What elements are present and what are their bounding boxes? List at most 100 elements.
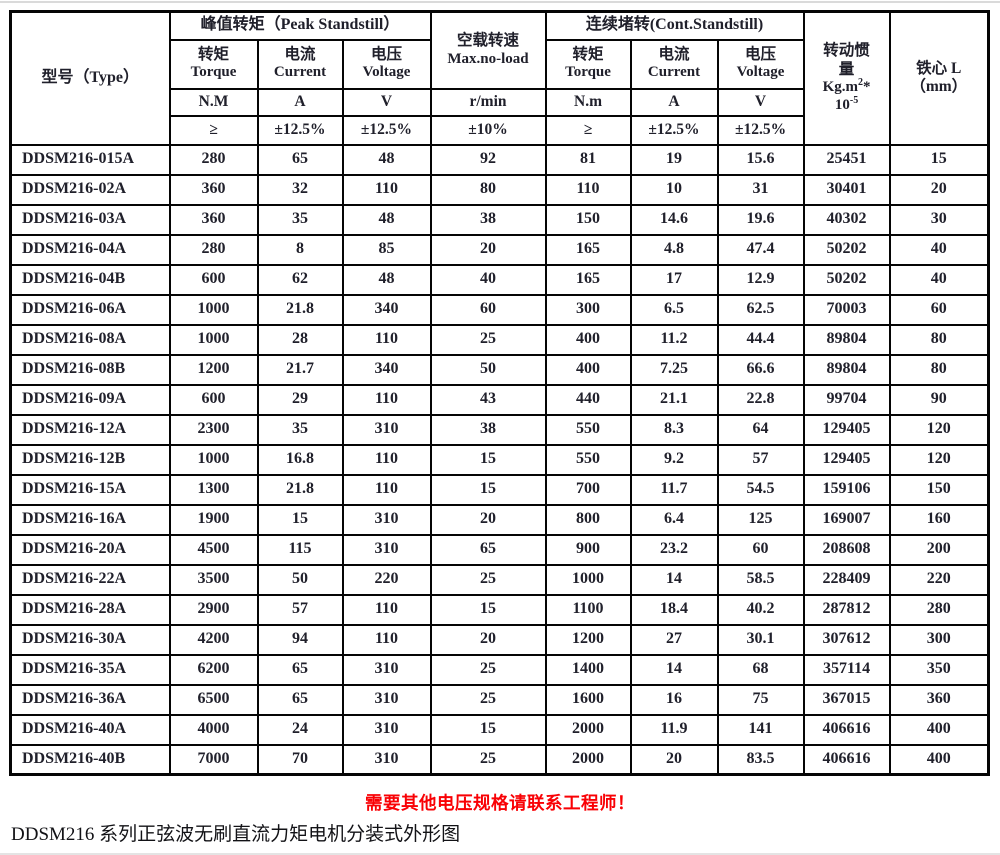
value-cell: 66.6 — [716, 353, 805, 386]
value-cell: 300 — [544, 293, 632, 326]
value-cell: 57 — [716, 443, 805, 476]
value-cell: 280 — [168, 143, 259, 176]
value-cell: 4.8 — [629, 233, 719, 266]
value-cell: 21.8 — [256, 473, 344, 506]
value-cell: 40302 — [802, 203, 891, 236]
table-row: DDSM216-06A 1000 21.8 340 60 300 6.5 62.5 70003 6… — [9, 293, 990, 326]
tolerance-peak-torque: ≥ — [168, 114, 259, 146]
value-cell: 83.5 — [716, 743, 805, 776]
motor-spec-table: 型号（Type） 峰值转矩（Peak Standstill） 空载转速 Max.… — [9, 10, 991, 776]
value-cell: 600 — [168, 383, 259, 416]
value-cell: 38 — [429, 203, 547, 236]
inertia-unit: Kg.m2* — [822, 76, 871, 95]
value-cell: 367015 — [802, 683, 891, 716]
value-cell: 65 — [256, 143, 344, 176]
unit-peak-current: A — [256, 87, 344, 117]
value-cell: 60 — [429, 293, 547, 326]
value-cell: 14 — [629, 563, 719, 596]
unit-peak-torque: N.M — [168, 87, 259, 117]
value-cell: 8 — [256, 233, 344, 266]
value-cell: 800 — [544, 503, 632, 536]
value-cell: 110 — [341, 173, 432, 206]
value-cell: 60 — [716, 533, 805, 566]
value-cell: 57 — [256, 593, 344, 626]
column-header-type: 型号（Type） — [9, 10, 171, 146]
value-cell: 7.25 — [629, 353, 719, 386]
model-cell: DDSM216-16A — [9, 503, 171, 536]
table-row: DDSM216-35A 6200 65 310 25 1400 14 68 357114 350 — [9, 653, 990, 686]
value-cell: 208608 — [802, 533, 891, 566]
model-cell: DDSM216-22A — [9, 563, 171, 596]
value-cell: 4200 — [168, 623, 259, 656]
value-cell: 1000 — [168, 323, 259, 356]
unit-cont-current: A — [629, 87, 719, 117]
value-cell: 62 — [256, 263, 344, 296]
value-cell: 300 — [888, 623, 990, 656]
value-cell: 70 — [256, 743, 344, 776]
value-cell: 23.2 — [629, 533, 719, 566]
value-cell: 440 — [544, 383, 632, 416]
inertia-unit-multiplier: * — [862, 78, 871, 95]
model-cell: DDSM216-06A — [9, 293, 171, 326]
column-header-cont-voltage: 电压 Voltage — [716, 38, 805, 90]
value-cell: 125 — [716, 503, 805, 536]
value-cell: 50202 — [802, 263, 891, 296]
value-cell: 14 — [629, 653, 719, 686]
core-label-zh: 铁心 L — [916, 59, 962, 77]
value-cell: 35 — [256, 413, 344, 446]
value-cell: 110 — [341, 593, 432, 626]
value-cell: 68 — [716, 653, 805, 686]
value-cell: 307612 — [802, 623, 891, 656]
value-cell: 310 — [341, 533, 432, 566]
value-cell: 6500 — [168, 683, 259, 716]
peak-voltage-label-en: Voltage — [362, 64, 411, 81]
table-row: DDSM216-36A 6500 65 310 25 1600 16 75 367015 360 — [9, 683, 990, 716]
column-group-cont-standstill: 连续堵转(Cont.Standstill) — [544, 10, 805, 41]
tolerance-noload: ±10% — [429, 114, 547, 146]
value-cell: 40 — [429, 263, 547, 296]
value-cell: 80 — [888, 353, 990, 386]
value-cell: 159106 — [802, 473, 891, 506]
table-row: DDSM216-16A 1900 15 310 20 800 6.4 125 169007 160 — [9, 503, 990, 536]
inertia-label-zh-line2: 量 — [838, 60, 855, 78]
value-cell: 310 — [341, 653, 432, 686]
value-cell: 1600 — [544, 683, 632, 716]
value-cell: 110 — [341, 443, 432, 476]
value-cell: 169007 — [802, 503, 891, 536]
column-header-inertia: 转动惯 量 Kg.m2* 10-5 — [802, 10, 891, 146]
value-cell: 129405 — [802, 413, 891, 446]
value-cell: 48 — [341, 203, 432, 236]
value-cell: 1000 — [168, 443, 259, 476]
value-cell: 21.8 — [256, 293, 344, 326]
value-cell: 30.1 — [716, 623, 805, 656]
value-cell: 25 — [429, 653, 547, 686]
table-row: DDSM216-20A 4500 115 310 65 900 23.2 60 208608 20… — [9, 533, 990, 566]
table-row: DDSM216-12A 2300 35 310 38 550 8.3 64 129405 120 — [9, 413, 990, 446]
value-cell: 110 — [341, 473, 432, 506]
value-cell: 700 — [544, 473, 632, 506]
value-cell: 12.9 — [716, 263, 805, 296]
value-cell: 90 — [888, 383, 990, 416]
value-cell: 60 — [888, 293, 990, 326]
peak-voltage-label-zh: 电压 — [370, 46, 402, 64]
value-cell: 16.8 — [256, 443, 344, 476]
value-cell: 44.4 — [716, 323, 805, 356]
value-cell: 25 — [429, 683, 547, 716]
value-cell: 141 — [716, 713, 805, 746]
model-cell: DDSM216-08A — [9, 323, 171, 356]
value-cell: 85 — [341, 233, 432, 266]
model-cell: DDSM216-12A — [9, 413, 171, 446]
value-cell: 15 — [888, 143, 990, 176]
tolerance-cont-current: ±12.5% — [629, 114, 719, 146]
value-cell: 65 — [429, 533, 547, 566]
peak-current-label-zh: 电流 — [284, 46, 316, 64]
value-cell: 110 — [341, 623, 432, 656]
value-cell: 110 — [544, 173, 632, 206]
value-cell: 110 — [341, 323, 432, 356]
value-cell: 360 — [888, 683, 990, 716]
cont-current-label-en: Current — [647, 64, 701, 81]
value-cell: 17 — [629, 263, 719, 296]
value-cell: 2300 — [168, 413, 259, 446]
value-cell: 20 — [888, 173, 990, 206]
value-cell: 165 — [544, 233, 632, 266]
